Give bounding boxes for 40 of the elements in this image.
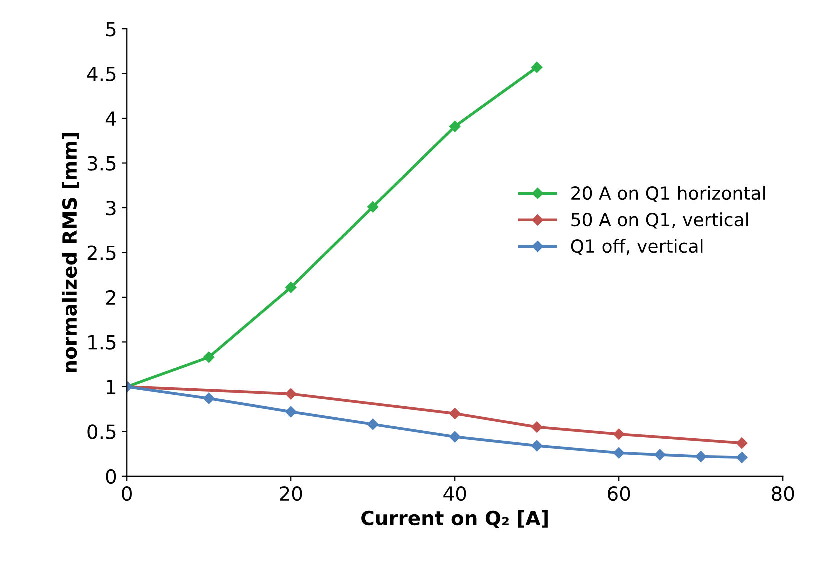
y-tick-label: 0 [106, 469, 116, 484]
point [203, 352, 215, 364]
y-tick-label: 2.5 [88, 246, 116, 260]
x-axis-title: Current on Q₂ [A] [362, 510, 548, 528]
point [285, 406, 297, 418]
y-tick-label: 1.5 [88, 335, 116, 350]
x-tick-label: 80 [772, 486, 794, 502]
point [449, 408, 461, 420]
y-tick-label: 0.5 [88, 424, 116, 440]
legend-label: 20 A on Q1 horizontal [572, 186, 766, 202]
point [736, 452, 748, 464]
point [695, 451, 707, 462]
y-tick-label: 1 [107, 380, 116, 394]
point [203, 392, 215, 404]
y-tick-label: 3.5 [88, 156, 116, 171]
point [531, 422, 543, 433]
y-tick-label: 2 [106, 290, 116, 305]
y-tick-label: 4.5 [87, 67, 116, 82]
point [285, 388, 297, 400]
x-tick-label: 20 [280, 486, 302, 502]
point [367, 418, 379, 430]
x-tick-label: 40 [444, 486, 466, 502]
point [449, 431, 461, 443]
point [531, 440, 543, 452]
x-tick-label: 60 [608, 486, 630, 502]
point [449, 120, 461, 132]
point [285, 282, 297, 294]
y-tick-label: 5 [106, 22, 116, 37]
point [613, 428, 625, 440]
point [531, 62, 543, 74]
y-tick-label: 4 [106, 112, 116, 126]
y-axis-title: normalized RMS [mm] [62, 133, 80, 372]
y-tick-label: 3 [106, 200, 116, 216]
point [613, 448, 625, 459]
legend-label: Q1 off, vertical [571, 239, 703, 256]
point [654, 449, 666, 461]
legend-label: 50 A on Q1, vertical [572, 212, 748, 229]
point [736, 438, 748, 449]
point [367, 201, 379, 213]
x-tick-label: 0 [122, 486, 132, 502]
